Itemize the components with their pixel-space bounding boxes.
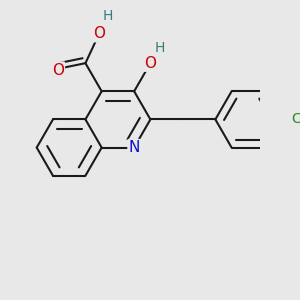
Text: H: H [154,41,164,55]
Text: O: O [93,26,105,41]
Text: O: O [52,63,64,78]
Text: N: N [128,140,140,155]
Text: O: O [144,56,156,71]
Text: H: H [102,9,112,23]
Text: Cl: Cl [291,112,300,126]
